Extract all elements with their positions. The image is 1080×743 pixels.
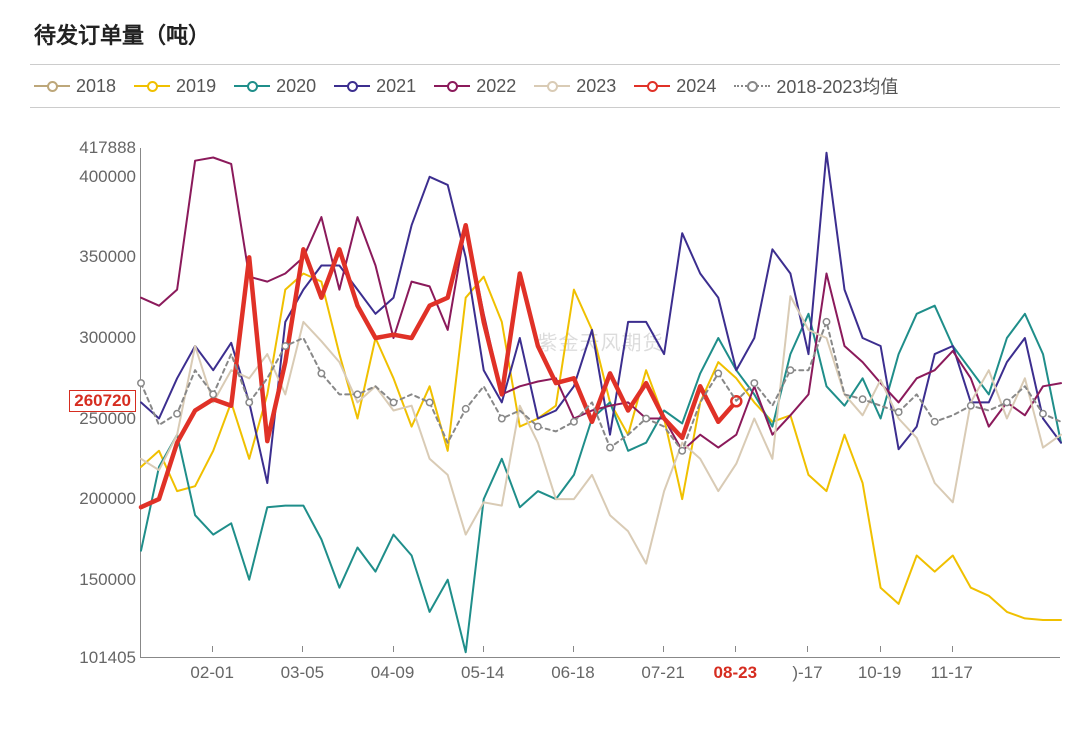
x-axis-label: 05-14 <box>461 663 504 683</box>
legend-swatch <box>534 79 570 93</box>
avg-marker <box>535 423 541 429</box>
avg-marker <box>426 399 432 405</box>
chart-title: 待发订单量（吨） <box>34 18 1060 50</box>
avg-marker <box>859 396 865 402</box>
avg-marker <box>318 370 324 376</box>
avg-marker <box>823 319 829 325</box>
x-axis-tick <box>735 646 736 652</box>
y-axis-label: 200000 <box>79 489 136 509</box>
x-axis-tick <box>483 646 484 652</box>
x-axis-label: 02-01 <box>190 663 233 683</box>
x-axis-tick <box>393 646 394 652</box>
avg-marker <box>932 419 938 425</box>
avg-marker <box>282 343 288 349</box>
avg-marker <box>174 411 180 417</box>
legend-item-2021[interactable]: 2021 <box>334 76 416 97</box>
legend-swatch <box>434 79 470 93</box>
x-axis-tick <box>807 646 808 652</box>
x-axis-label: 11-17 <box>931 663 973 683</box>
legend-swatch <box>234 79 270 93</box>
x-axis-label: 10-19 <box>858 663 901 683</box>
x-axis-label: 04-09 <box>371 663 414 683</box>
x-axis-tick <box>952 646 953 652</box>
legend-swatch <box>634 79 670 93</box>
chart-area: 紫金天风期货 101405150000200000250000260720300… <box>40 138 1060 698</box>
x-axis-tick <box>302 646 303 652</box>
series-2024 <box>141 225 736 507</box>
legend-item-2024[interactable]: 2024 <box>634 76 716 97</box>
y-axis-label: 101405 <box>79 648 136 668</box>
legend-label: 2024 <box>676 76 716 97</box>
legend-item-avg_2018_2023[interactable]: 2018-2023均值 <box>734 73 898 99</box>
avg-marker <box>246 399 252 405</box>
avg-marker <box>499 415 505 421</box>
avg-marker <box>390 399 396 405</box>
avg-marker <box>607 444 613 450</box>
avg-marker <box>354 391 360 397</box>
legend-label: 2018 <box>76 76 116 97</box>
legend-swatch <box>134 79 170 93</box>
y-axis-label: 150000 <box>79 570 136 590</box>
legend-swatch <box>34 79 70 93</box>
legend-label: 2023 <box>576 76 616 97</box>
x-axis-label: 08-23 <box>714 663 757 683</box>
avg-marker <box>679 448 685 454</box>
x-axis-label: 03-05 <box>281 663 324 683</box>
legend-item-2020[interactable]: 2020 <box>234 76 316 97</box>
avg-marker <box>751 380 757 386</box>
legend-label: 2018-2023均值 <box>776 73 898 99</box>
avg-marker <box>1040 411 1046 417</box>
series-2023 <box>141 296 1061 563</box>
legend-label: 2022 <box>476 76 516 97</box>
legend-swatch <box>734 79 770 93</box>
y-axis-label: 300000 <box>79 328 136 348</box>
avg-marker <box>138 380 144 386</box>
series-2022 <box>141 158 1061 451</box>
y-axis-label: 350000 <box>79 247 136 267</box>
avg-marker <box>463 406 469 412</box>
y-axis-label: 417888 <box>79 138 136 158</box>
avg-marker <box>643 415 649 421</box>
avg-marker <box>895 409 901 415</box>
legend-item-2018[interactable]: 2018 <box>34 76 116 97</box>
plot-area: 紫金天风期货 <box>140 148 1060 658</box>
x-axis-label: 07-21 <box>641 663 684 683</box>
x-axis-tick <box>573 646 574 652</box>
avg-marker <box>968 402 974 408</box>
x-axis-label: )-17 <box>792 663 822 683</box>
legend-label: 2020 <box>276 76 316 97</box>
legend-swatch <box>334 79 370 93</box>
line-layer <box>141 148 1060 657</box>
legend: 2018 2019 2020 2021 2022 2023 2024 2018-2023均值 <box>30 64 1060 108</box>
avg-marker <box>787 367 793 373</box>
x-axis-tick <box>663 646 664 652</box>
avg-marker <box>210 391 216 397</box>
avg-marker <box>571 419 577 425</box>
avg-marker <box>715 370 721 376</box>
legend-label: 2019 <box>176 76 216 97</box>
legend-label: 2021 <box>376 76 416 97</box>
legend-item-2019[interactable]: 2019 <box>134 76 216 97</box>
y-axis-label: 400000 <box>79 167 136 187</box>
legend-item-2023[interactable]: 2023 <box>534 76 616 97</box>
series-2020 <box>141 306 1061 653</box>
x-axis-tick <box>880 646 881 652</box>
x-axis-label: 06-18 <box>551 663 594 683</box>
avg-marker <box>1004 399 1010 405</box>
series-2019 <box>141 274 1061 621</box>
x-axis-tick <box>212 646 213 652</box>
y-axis-label: 260720 <box>69 390 136 412</box>
chart-container: 待发订单量（吨） 2018201920202021202220232024201… <box>0 0 1080 743</box>
series-2021 <box>141 153 1061 483</box>
legend-item-2022[interactable]: 2022 <box>434 76 516 97</box>
